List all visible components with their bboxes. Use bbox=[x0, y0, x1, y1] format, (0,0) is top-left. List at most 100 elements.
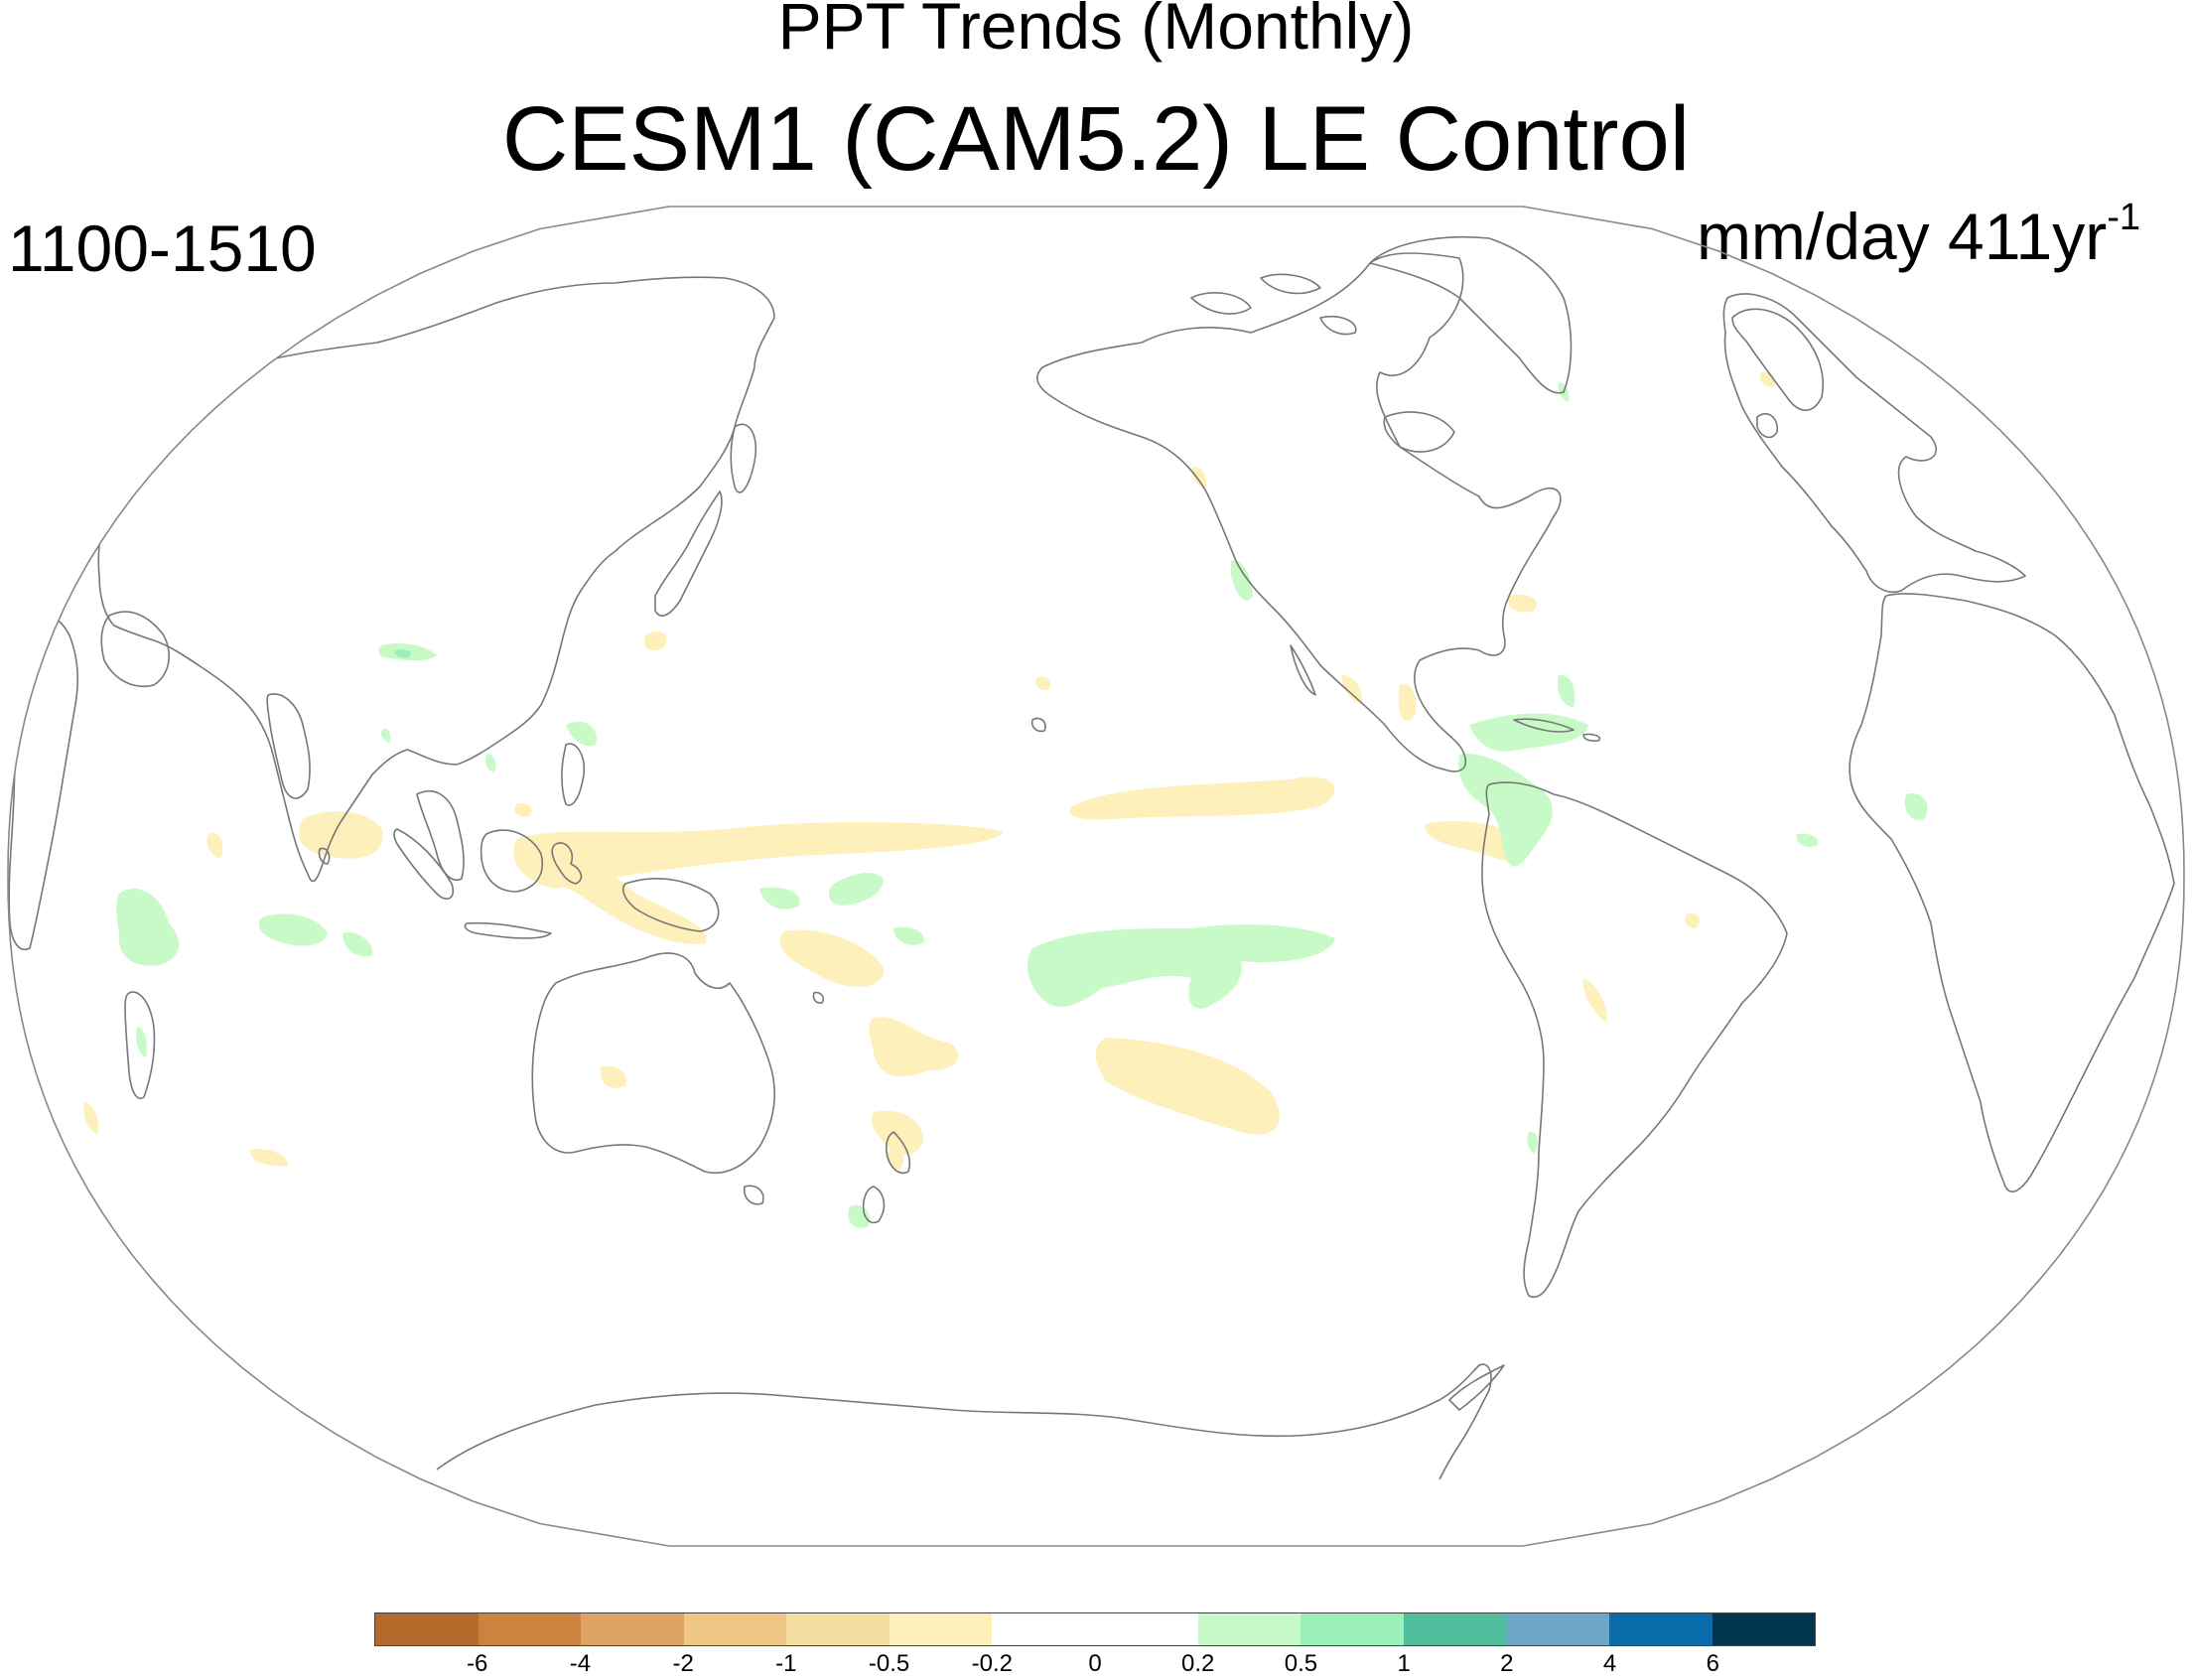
shading-chile bbox=[1527, 1131, 1538, 1154]
shading-gulf-green bbox=[1558, 674, 1576, 707]
shading-indian-ocean-west bbox=[116, 888, 180, 966]
colorbar-swatch-8 bbox=[1197, 1613, 1302, 1645]
colorbar bbox=[374, 1612, 1816, 1646]
shading-south-asia-small bbox=[380, 728, 391, 743]
units-label: mm/day 411yr-1 bbox=[1697, 197, 2140, 274]
shading-pacific-nw bbox=[1231, 560, 1253, 601]
shading-atlantic-2 bbox=[1796, 833, 1819, 847]
coast-hudson bbox=[1383, 411, 1455, 453]
coast-fiji bbox=[812, 991, 825, 1004]
colorbar-label: -6 bbox=[467, 1650, 488, 1677]
coast-europe bbox=[1722, 293, 2026, 593]
title-line-1: PPT Trends (Monthly) bbox=[777, 0, 1415, 63]
period-label: 1100-1510 bbox=[8, 211, 317, 285]
colorbar-label: 6 bbox=[1706, 1650, 1719, 1677]
shading-australia bbox=[600, 1065, 626, 1088]
colorbar-label: -2 bbox=[672, 1650, 694, 1677]
coast-sri-lanka bbox=[318, 847, 331, 865]
shading-brazil bbox=[1582, 978, 1607, 1023]
shading-fiji-area bbox=[869, 1017, 959, 1077]
shading-nz-south bbox=[848, 1204, 871, 1228]
colorbar-swatch-2 bbox=[581, 1613, 684, 1645]
colorbar-label: 0.5 bbox=[1284, 1650, 1318, 1677]
shading-mexico bbox=[1341, 674, 1363, 705]
shading-gulf-coast bbox=[1398, 684, 1417, 721]
shading-pac-small-1 bbox=[1035, 676, 1051, 691]
colorbar-swatch-12 bbox=[1608, 1613, 1712, 1645]
coast-asia bbox=[97, 276, 775, 883]
shading-china-south bbox=[484, 754, 496, 772]
anomaly-shading bbox=[83, 371, 1928, 1228]
coast-philippines bbox=[561, 743, 586, 806]
shading-south-central-pacific bbox=[1028, 924, 1335, 1009]
colorbar-labels: -6 -4 -2 -1 -0.5 -0.2 0 0.2 0.5 1 2 4 6 bbox=[0, 1650, 2192, 1680]
title-line-2: CESM1 (CAM5.2) LE Control bbox=[501, 88, 1691, 190]
shading-west-pacific-green-2 bbox=[759, 887, 800, 910]
colorbar-swatch-11 bbox=[1506, 1613, 1609, 1645]
shading-spcz bbox=[779, 929, 885, 987]
coast-caribbean-islands bbox=[1513, 718, 1601, 742]
colorbar-label: -0.2 bbox=[971, 1650, 1013, 1677]
coast-east-africa-left bbox=[8, 611, 79, 950]
shading-us-east bbox=[1508, 594, 1538, 613]
shading-japan-east bbox=[643, 630, 667, 651]
map-boundary bbox=[7, 206, 2185, 1547]
shading-indian-ocean-east-2 bbox=[342, 932, 373, 957]
units-text: mm/day 411yr bbox=[1696, 200, 2108, 273]
coast-australia bbox=[531, 952, 775, 1174]
colorbar-swatch-5 bbox=[889, 1613, 993, 1645]
coast-south-america bbox=[1481, 781, 1788, 1298]
units-exponent: -1 bbox=[2107, 197, 2140, 238]
colorbar-swatch-6 bbox=[992, 1613, 1096, 1645]
shading-central-america bbox=[1458, 754, 1553, 867]
shading-indian-south bbox=[249, 1149, 289, 1167]
coast-north-america bbox=[1036, 252, 1562, 772]
colorbar-swatch-3 bbox=[683, 1613, 787, 1645]
shading-central-pacific bbox=[1068, 776, 1335, 820]
world-map bbox=[7, 206, 2185, 1547]
shading-madagascar-coast bbox=[83, 1102, 99, 1134]
coast-arctic-islands bbox=[1190, 273, 1357, 336]
coast-se-asia bbox=[416, 790, 465, 881]
colorbar-label: -1 bbox=[775, 1650, 797, 1677]
shading-south-atlantic bbox=[1904, 793, 1928, 820]
coast-japan bbox=[654, 490, 723, 617]
coastlines bbox=[8, 235, 2175, 1480]
shading-philippine-sea bbox=[566, 721, 597, 747]
coast-hawaii bbox=[1030, 717, 1046, 733]
shading-pac-small-2 bbox=[514, 803, 532, 817]
coast-borneo bbox=[480, 829, 543, 893]
coast-madagascar bbox=[124, 991, 156, 1099]
colorbar-swatch-10 bbox=[1403, 1613, 1507, 1645]
shading-pac-small-3 bbox=[206, 833, 223, 859]
coast-new-guinea bbox=[621, 878, 720, 932]
coast-africa bbox=[1849, 593, 2175, 1192]
coast-new-zealand bbox=[862, 1131, 911, 1223]
shading-darker-green bbox=[394, 648, 411, 658]
shading-tasman bbox=[872, 1110, 923, 1156]
shading-pacific-green-3 bbox=[893, 926, 924, 945]
shading-sahara-south bbox=[1685, 912, 1701, 928]
shading-caribbean bbox=[1469, 713, 1588, 752]
colorbar-label: 2 bbox=[1500, 1650, 1514, 1677]
colorbar-label: 4 bbox=[1602, 1650, 1617, 1677]
coast-java bbox=[464, 921, 552, 939]
coast-antarctic-peninsula bbox=[1448, 1364, 1505, 1411]
shading-indian-ocean-central bbox=[258, 913, 328, 946]
shading-madagascar bbox=[136, 1027, 147, 1057]
coast-kamchatka bbox=[730, 423, 757, 493]
colorbar-swatch-1 bbox=[478, 1613, 582, 1645]
shading-alaska-coast bbox=[1191, 466, 1207, 489]
coast-sulawesi bbox=[551, 842, 583, 885]
coast-baja bbox=[1290, 644, 1316, 696]
coast-greenland bbox=[1369, 235, 1573, 394]
coast-scandinavia bbox=[1731, 308, 1824, 411]
colorbar-swatch-13 bbox=[1712, 1613, 1816, 1645]
colorbar-label: -0.5 bbox=[868, 1650, 910, 1677]
coast-india bbox=[266, 693, 311, 799]
coast-arabia bbox=[100, 611, 170, 687]
coast-sumatra bbox=[393, 828, 455, 900]
colorbar-swatch-7 bbox=[1095, 1613, 1198, 1645]
shading-west-pacific-green bbox=[828, 872, 884, 906]
coast-antarctica bbox=[436, 1363, 1492, 1480]
